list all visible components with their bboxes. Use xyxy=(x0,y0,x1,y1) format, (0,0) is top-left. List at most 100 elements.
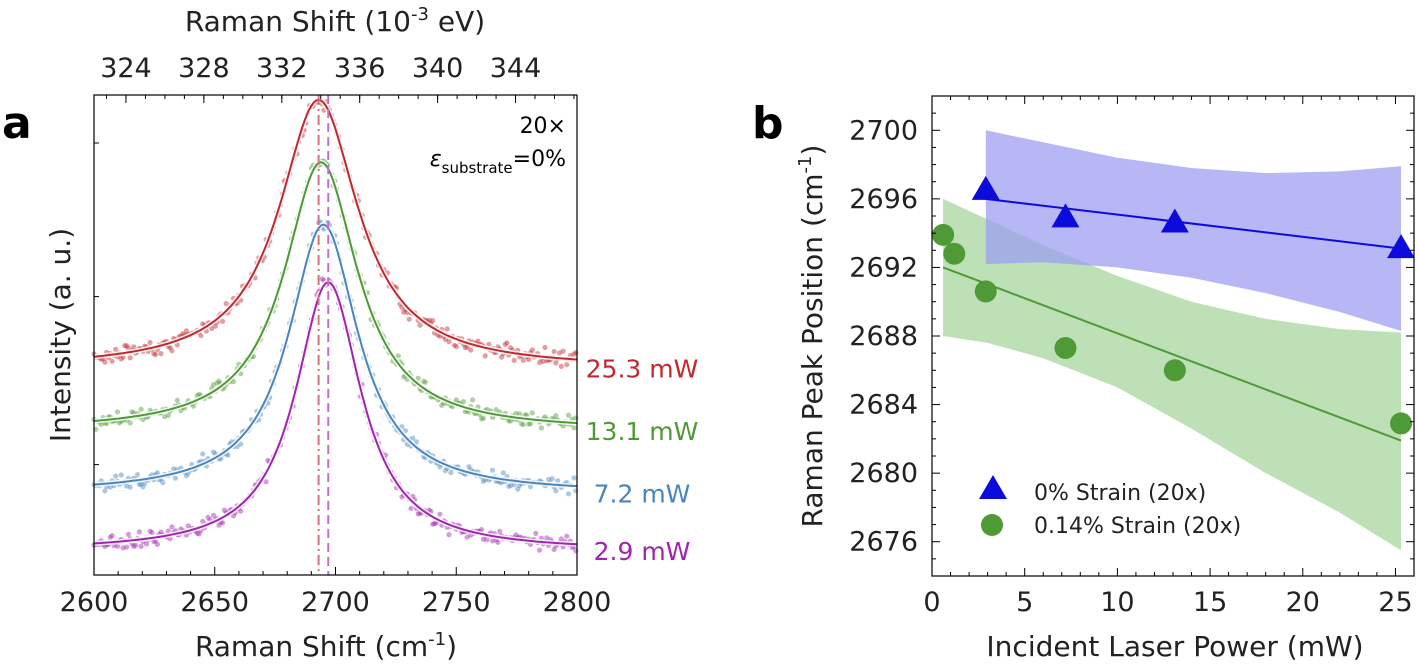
panel-a-x-axis-title: Raman Shift (cm-1) xyxy=(195,629,457,663)
spectrum-point xyxy=(410,435,416,441)
data-point-triangle xyxy=(1387,234,1414,259)
y-tick-label: 2696 xyxy=(849,184,918,215)
spectrum-point xyxy=(442,336,448,342)
spectrum-point xyxy=(446,339,452,345)
spectrum-point xyxy=(169,524,175,530)
spectrum-point xyxy=(486,341,492,347)
spectrum-point xyxy=(489,467,496,473)
spectrum-point xyxy=(133,542,139,548)
spectrum-point xyxy=(158,351,164,357)
spectrum-point xyxy=(480,415,486,421)
spectrum-point xyxy=(484,537,490,543)
spectrum-point xyxy=(538,425,545,431)
spectrum-point xyxy=(225,452,231,458)
spectrum-point xyxy=(415,375,421,381)
spectrum-point xyxy=(209,325,215,332)
spectrum-point xyxy=(216,378,222,384)
spectrum-point xyxy=(479,416,485,422)
spectrum-point xyxy=(546,476,552,483)
spectrum-point xyxy=(136,529,142,535)
spectrum-point xyxy=(220,520,226,526)
spectrum-point xyxy=(134,472,141,478)
spectrum-2-9-mw xyxy=(91,276,579,554)
spectrum-point xyxy=(556,350,563,356)
spectrum-point xyxy=(430,521,436,527)
spectrum-point xyxy=(200,451,206,457)
spectrum-point xyxy=(571,425,577,431)
spectrum-point xyxy=(542,414,548,420)
spectrum-point xyxy=(185,523,191,529)
spectrum-point xyxy=(453,397,459,403)
panel-b-y-axis-title: Raman Peak Position (cm-1) xyxy=(795,145,829,528)
spectrum-point xyxy=(109,533,115,539)
spectrum-point xyxy=(421,378,427,384)
spectrum-point xyxy=(180,331,186,337)
spectrum-point xyxy=(200,518,206,524)
spectrum-point xyxy=(142,480,148,486)
spectrum-point xyxy=(138,543,144,550)
spectrum-point xyxy=(495,539,501,545)
spectrum-point xyxy=(480,536,486,542)
spectrum-point xyxy=(517,411,523,417)
spectrum-point xyxy=(160,480,166,486)
spectrum-point xyxy=(571,475,577,481)
spectrum-point xyxy=(482,353,488,359)
data-point-circle xyxy=(943,242,966,265)
spectrum-point xyxy=(124,343,130,349)
spectrum-point xyxy=(131,543,137,550)
spectrum-point xyxy=(511,357,517,363)
spectrum-point xyxy=(174,342,180,348)
y-tick-label: 2676 xyxy=(849,527,918,558)
spectrum-point xyxy=(442,468,448,474)
data-point-triangle xyxy=(971,175,1000,200)
spectrum-point xyxy=(194,530,200,536)
spectrum-point xyxy=(513,410,519,417)
panel-b-label: b xyxy=(752,98,784,149)
spectrum-point xyxy=(553,360,559,366)
fit-curve-halo xyxy=(93,97,578,362)
spectrum-point xyxy=(102,488,108,494)
spectrum-point xyxy=(446,532,452,538)
spectrum-point xyxy=(153,352,159,358)
spectrum-point xyxy=(120,545,126,551)
data-point-circle xyxy=(1390,412,1413,435)
spectrum-point xyxy=(147,528,153,534)
spectrum-point xyxy=(573,350,579,356)
spectrum-point xyxy=(504,340,510,346)
spectrum-point xyxy=(444,326,450,332)
spectrum-point xyxy=(460,399,467,405)
spectrum-point xyxy=(129,409,135,415)
spectrum-point xyxy=(529,347,535,353)
spectrum-point xyxy=(165,412,171,419)
spectrum-point xyxy=(508,418,514,424)
panel-b-legend: 0% Strain (20x) 0.14% Strain (20x) xyxy=(979,475,1241,539)
spectrum-point xyxy=(565,412,572,418)
spectrum-point xyxy=(408,505,414,511)
spectrum-point xyxy=(470,397,476,403)
spectrum-point xyxy=(198,333,204,339)
spectrum-point xyxy=(558,363,564,369)
spectrum-point xyxy=(205,514,211,520)
spectrum-point xyxy=(542,344,548,351)
spectrum-point xyxy=(439,402,445,408)
spectrum-point xyxy=(558,536,564,542)
spectrum-point xyxy=(114,543,121,549)
data-point-circle xyxy=(932,223,955,246)
spectrum-point xyxy=(230,379,237,385)
x-tick-label: 10 xyxy=(1100,587,1134,618)
spectrum-point xyxy=(518,421,525,427)
spectrum-point xyxy=(422,379,429,385)
spectrum-point xyxy=(165,528,171,534)
spectrum-point xyxy=(537,547,543,553)
fit-line-0-14-strain-20x xyxy=(942,266,1402,442)
panel-b-data-points xyxy=(932,175,1414,435)
panel-a-series-labels: 25.3 mW 13.1 mW 7.2 mW 2.9 mW xyxy=(586,355,699,566)
fit-curve xyxy=(93,98,578,361)
x-tick-label: 2700 xyxy=(301,587,370,618)
spectrum-point xyxy=(107,534,113,540)
spectrum-point xyxy=(498,354,505,360)
panel-a-annotation-magnification: 20× xyxy=(520,114,566,139)
spectrum-point xyxy=(480,478,486,484)
spectrum-point xyxy=(529,410,535,416)
